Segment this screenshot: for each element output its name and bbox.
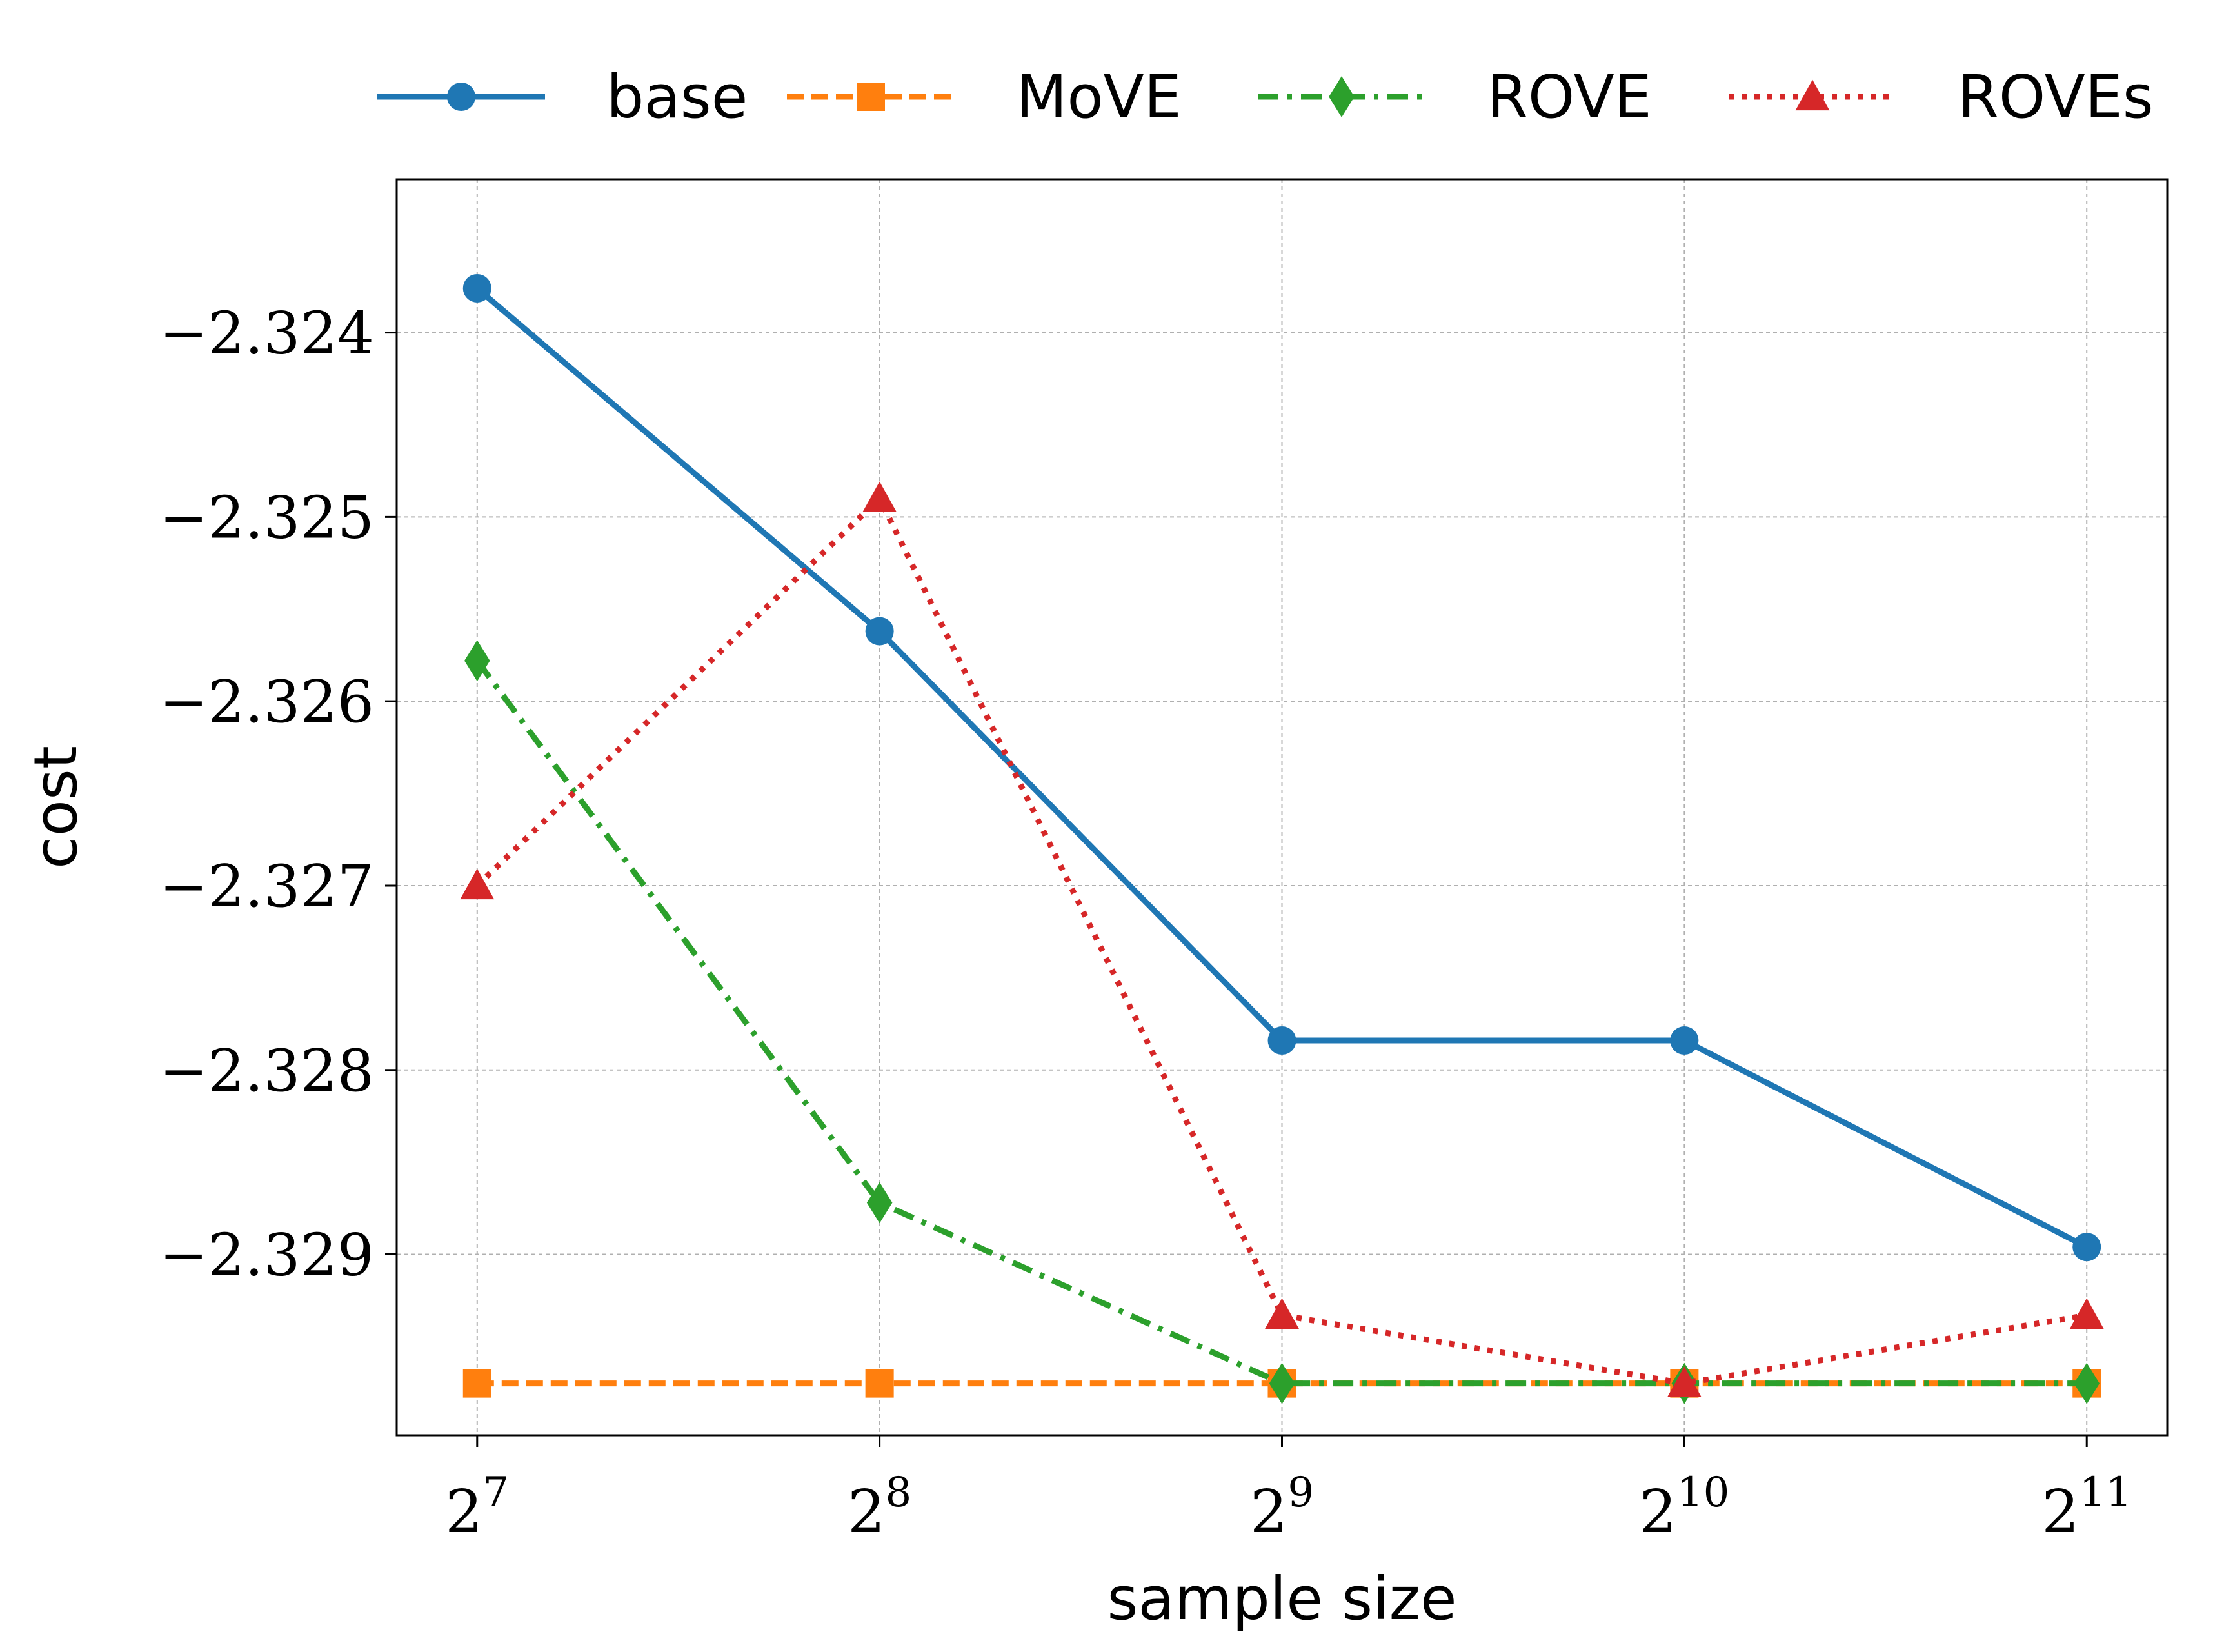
y-tick-label: −2.328 bbox=[159, 1037, 374, 1105]
x-tick-exponent: 10 bbox=[1677, 1469, 1729, 1517]
data-point bbox=[1670, 1026, 1699, 1055]
x-tick-label: 28 bbox=[848, 1469, 911, 1546]
axes: 27 28 29 210 211−2.324−2.325−2.326−2.327−2.3… bbox=[159, 300, 2132, 1546]
x-tick-base: 2 bbox=[848, 1477, 886, 1546]
y-tick-label: −2.326 bbox=[159, 668, 374, 736]
x-tick-exponent: 9 bbox=[1287, 1469, 1314, 1517]
data-point bbox=[866, 1182, 893, 1224]
data-point bbox=[462, 1369, 491, 1398]
y-tick-label: −2.327 bbox=[159, 853, 374, 921]
legend-marker bbox=[1795, 79, 1830, 111]
x-tick-base: 2 bbox=[445, 1477, 483, 1546]
legend-entry-ROVE: ROVE bbox=[1258, 63, 1652, 132]
x-tick-label: 210 bbox=[1639, 1469, 1729, 1546]
data-point bbox=[865, 617, 894, 646]
data-point bbox=[862, 481, 897, 512]
data-point bbox=[2074, 1362, 2100, 1404]
x-tick-label: 27 bbox=[445, 1469, 509, 1546]
grid bbox=[397, 179, 2167, 1435]
legend-label: ROVEs bbox=[1958, 63, 2154, 132]
x-tick-label: 29 bbox=[1250, 1469, 1314, 1546]
legend-entry-ROVEs: ROVEs bbox=[1729, 63, 2154, 132]
data-point bbox=[462, 274, 491, 303]
series-base bbox=[462, 274, 2101, 1262]
data-point bbox=[464, 640, 490, 682]
x-tick-base: 2 bbox=[1250, 1477, 1288, 1546]
legend-entry-MoVE: MoVE bbox=[787, 63, 1182, 132]
data-point bbox=[2072, 1233, 2101, 1262]
legend-label: ROVE bbox=[1487, 63, 1652, 132]
y-tick-label: −2.329 bbox=[159, 1222, 374, 1289]
y-tick-label: −2.324 bbox=[159, 300, 374, 368]
data-point bbox=[1265, 1298, 1299, 1329]
legend-label: base bbox=[606, 63, 748, 132]
x-axis-label: sample size bbox=[1107, 1564, 1456, 1633]
series-line bbox=[475, 495, 2087, 1387]
x-tick-exponent: 7 bbox=[483, 1469, 510, 1517]
legend-label: MoVE bbox=[1016, 63, 1182, 132]
series-line bbox=[475, 659, 2087, 1387]
series-layer bbox=[460, 274, 2104, 1404]
x-tick-base: 2 bbox=[2041, 1477, 2080, 1546]
legend: base MoVE ROVE ROVEs bbox=[377, 63, 2154, 132]
data-point bbox=[1267, 1026, 1296, 1055]
data-point bbox=[2069, 1298, 2104, 1329]
y-tick-label: −2.325 bbox=[159, 484, 374, 552]
legend-marker bbox=[1329, 76, 1355, 117]
data-point bbox=[1667, 1366, 1702, 1397]
series-ROVEs bbox=[460, 481, 2104, 1397]
x-tick-exponent: 8 bbox=[886, 1469, 912, 1517]
legend-entry-base: base bbox=[377, 63, 748, 132]
legend-marker bbox=[857, 83, 885, 111]
x-tick-exponent: 11 bbox=[2080, 1469, 2132, 1517]
x-tick-label: 211 bbox=[2041, 1469, 2132, 1546]
x-tick-base: 2 bbox=[1639, 1477, 1677, 1546]
data-point bbox=[1269, 1362, 1295, 1404]
data-point bbox=[460, 868, 495, 900]
legend-marker bbox=[447, 83, 475, 111]
data-point bbox=[865, 1369, 894, 1398]
y-axis-label: cost bbox=[21, 746, 90, 869]
